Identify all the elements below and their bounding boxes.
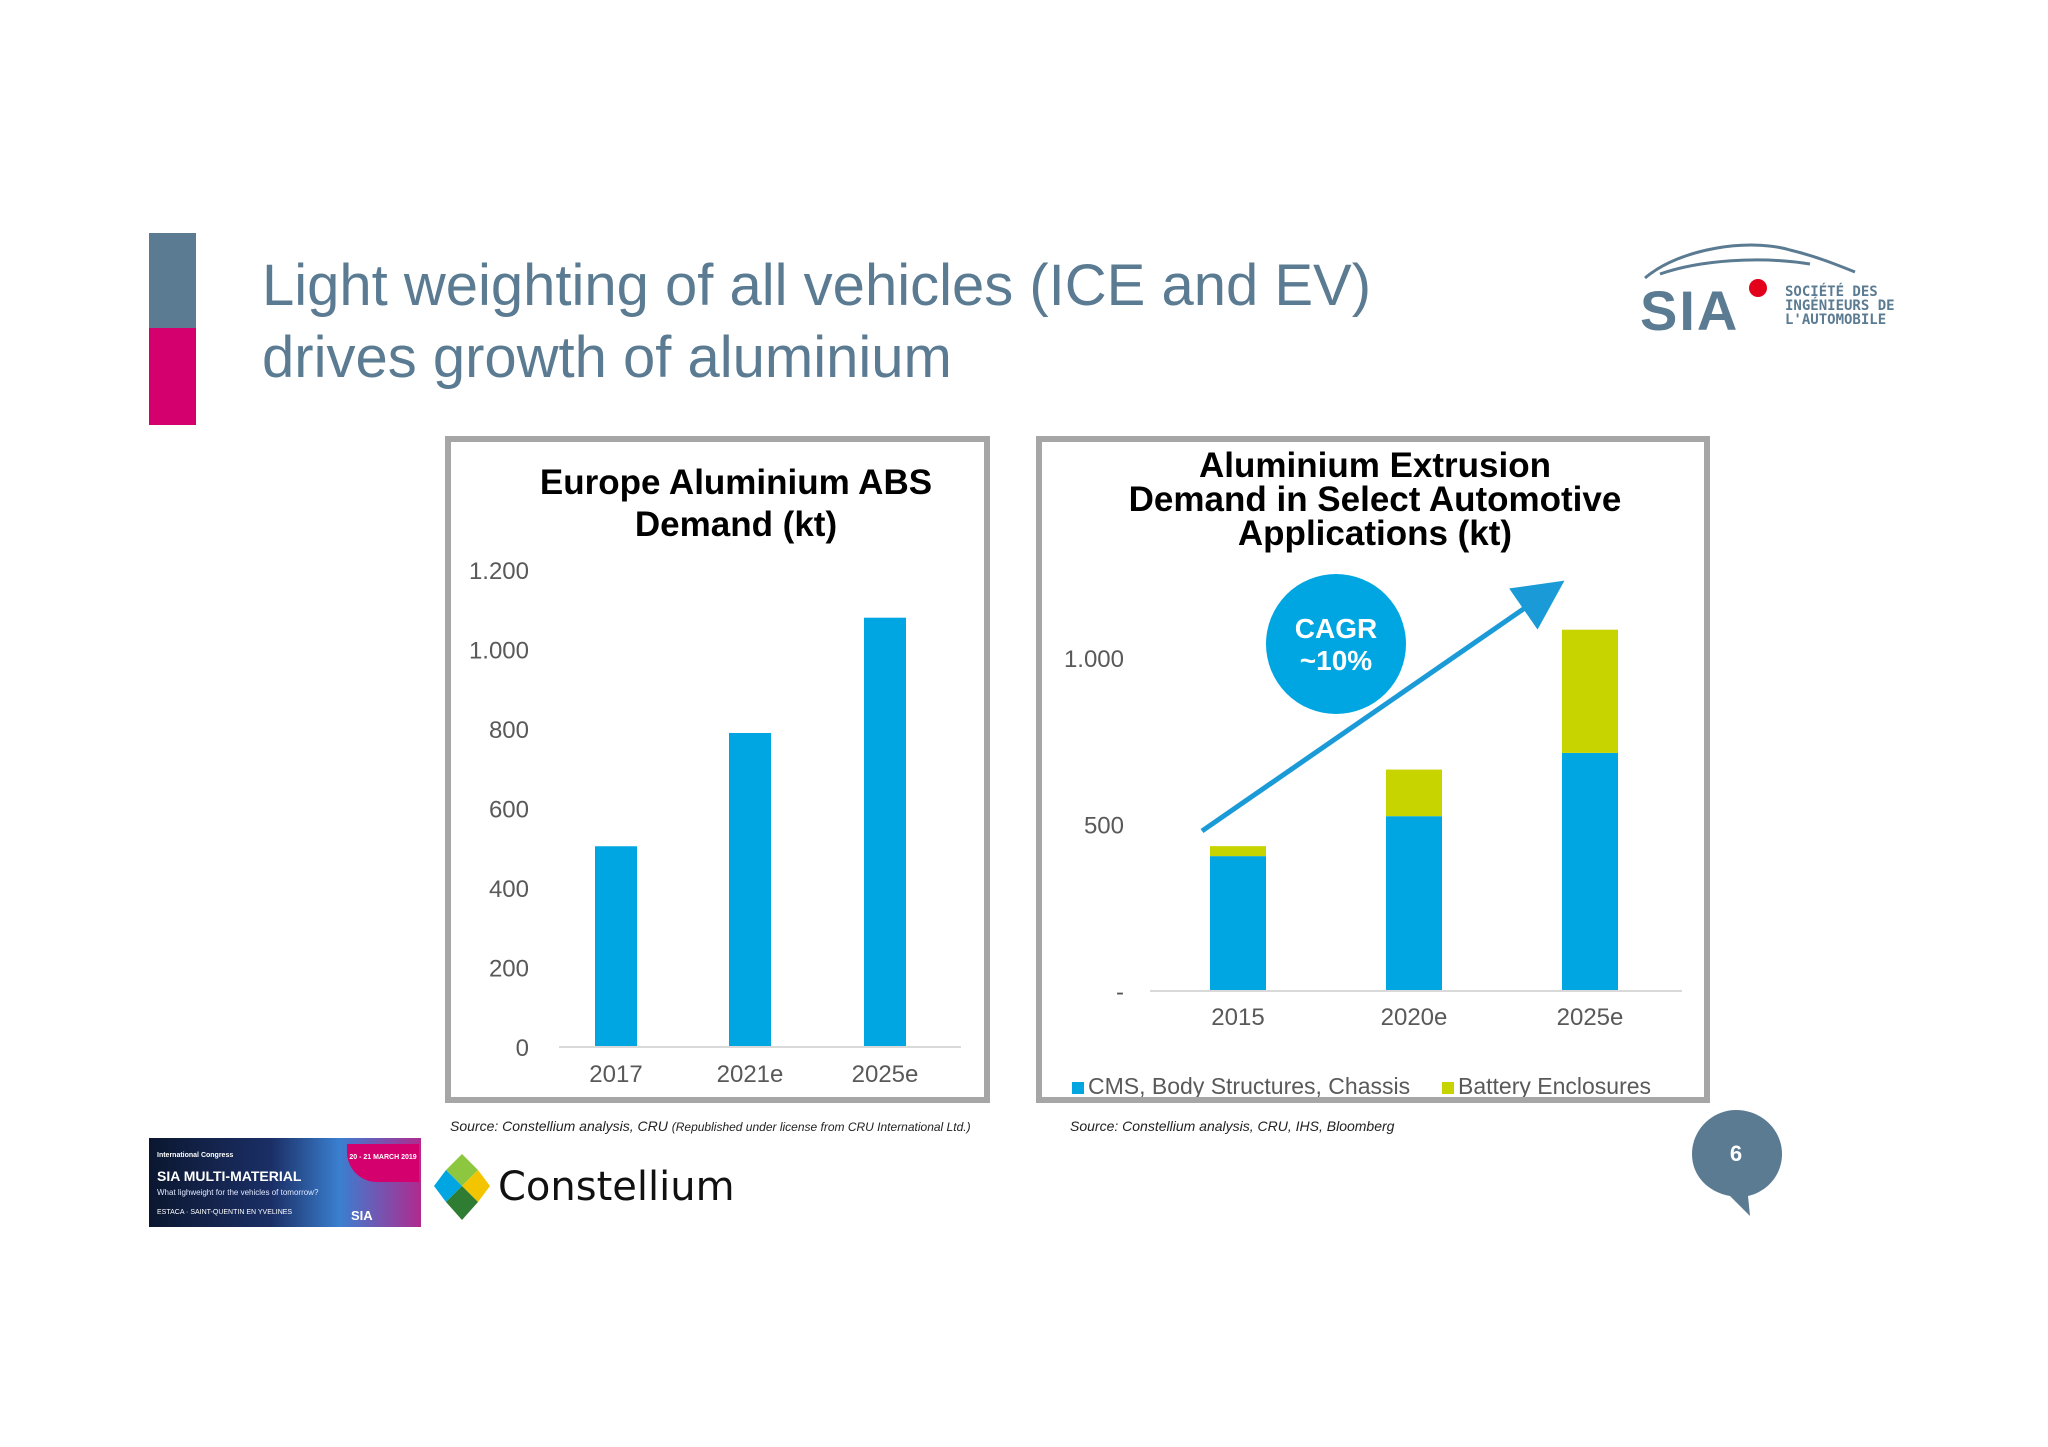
chart1-y-tick-label: 600 — [489, 797, 529, 824]
cagr-bubble — [1266, 574, 1406, 714]
chart1-svg: Europe Aluminium ABS Demand (kt) 0 200 400… — [469, 463, 961, 1088]
chart1-y-tick-label: 1.200 — [469, 558, 529, 585]
chart2-legend-swatch — [1442, 1082, 1454, 1094]
congress-sia: SIA — [351, 1208, 373, 1223]
sia-red-dot — [1749, 279, 1767, 297]
chart1-x-tick-label: 2021e — [717, 1061, 784, 1088]
sia-logo-line3: L'AUTOMOBILE — [1785, 312, 1886, 328]
chart1-y-tick-label: 0 — [516, 1035, 529, 1062]
page-number: 6 — [1729, 1141, 1743, 1166]
chart-extrusion-demand: Aluminium Extrusion Demand in Select Aut… — [1036, 436, 1710, 1103]
chart1-y-tick-label: 400 — [489, 876, 529, 903]
chart1-y-tick-label: 800 — [489, 717, 529, 744]
source-left-main: Source: Constellium analysis, CRU — [450, 1118, 668, 1134]
chart1-title-line2: Demand (kt) — [635, 505, 837, 544]
chart2-bar-segment — [1386, 769, 1442, 817]
chart2-title-line2: Demand in Select Automotive — [1129, 480, 1622, 519]
cagr-label-line2: ~10% — [1300, 645, 1372, 676]
chart2-legend-label: CMS, Body Structures, Chassis — [1088, 1073, 1410, 1097]
chart2-bar-segment — [1562, 629, 1618, 753]
page-number-badge: 6 — [1690, 1108, 1788, 1218]
chart2-x-tick-label: 2015 — [1211, 1004, 1264, 1031]
chart2-legend-label: Battery Enclosures — [1458, 1073, 1651, 1097]
chart2-y-tick-label: 500 — [1084, 813, 1124, 840]
sia-logo: SIA SOCIÉTÉ DES INGÉNIEURS DE L'AUTOMOBI… — [1640, 243, 1895, 338]
speech-bubble-icon — [1692, 1110, 1782, 1216]
source-left: Source: Constellium analysis, CRU (Repub… — [450, 1118, 971, 1134]
congress-subtitle: What lighweight for the vehicles of tomo… — [157, 1188, 319, 1197]
cagr-label-line1: CAGR — [1295, 613, 1377, 644]
chart2-svg: Aluminium Extrusion Demand in Select Aut… — [1064, 446, 1682, 1097]
slide-title-line2: drives growth of aluminium — [262, 325, 952, 390]
chart2-x-tick-label: 2025e — [1557, 1004, 1624, 1031]
congress-date: 20 - 21 MARCH 2019 — [347, 1144, 419, 1182]
chart2-title-line3: Applications (kt) — [1238, 514, 1512, 553]
chart1-bar — [864, 617, 906, 1047]
sia-logo-line2: INGÉNIEURS DE — [1785, 297, 1895, 314]
constellium-name: Constellium — [498, 1164, 735, 1210]
chart1-x-tick-label: 2025e — [852, 1061, 919, 1088]
slide-title: Light weighting of all vehicles (ICE and… — [262, 250, 1562, 394]
congress-venue: ESTACA · SAINT-QUENTIN EN YVELINES — [157, 1209, 293, 1216]
chart1-bar — [729, 732, 771, 1047]
chart1-title-line1: Europe Aluminium ABS — [540, 463, 932, 502]
source-right: Source: Constellium analysis, CRU, IHS, … — [1070, 1118, 1395, 1134]
chart2-title-line1: Aluminium Extrusion — [1199, 446, 1551, 485]
chart2-bar-segment — [1210, 846, 1266, 857]
chart1-y-tick-label: 200 — [489, 956, 529, 983]
chart2-y-tick-label: - — [1116, 979, 1124, 1006]
congress-small: International Congress — [157, 1152, 234, 1159]
car-silhouette-icon — [1644, 243, 1856, 280]
chart2-bar-segment — [1210, 856, 1266, 991]
chart2-legend-swatch — [1072, 1082, 1084, 1094]
constellium-mark-icon — [434, 1154, 490, 1220]
chart1-bar — [595, 846, 637, 1047]
chart2-bar-segment — [1386, 816, 1442, 991]
chart-europe-abs-demand: Europe Aluminium ABS Demand (kt) 0 200 400… — [445, 436, 990, 1103]
chart2-y-tick-label: 1.000 — [1064, 646, 1124, 673]
title-accent-slate — [149, 233, 196, 328]
slide-title-line1: Light weighting of all vehicles (ICE and… — [262, 253, 1372, 318]
source-left-note: (Republished under license from CRU Inte… — [671, 1120, 971, 1134]
chart1-x-tick-label: 2017 — [589, 1061, 642, 1088]
congress-banner: International Congress SIA MULTI-MATERIA… — [149, 1138, 421, 1227]
chart1-y-tick-label: 1.000 — [469, 638, 529, 665]
sia-logo-line1: SOCIÉTÉ DES — [1785, 283, 1878, 300]
congress-title: SIA MULTI-MATERIAL — [157, 1168, 302, 1184]
title-accent-magenta — [149, 328, 196, 425]
constellium-logo: Constellium — [434, 1154, 754, 1220]
cagr-trend-arrow — [1200, 580, 1565, 834]
sia-logo-initials: SIA — [1640, 279, 1739, 338]
chart2-bar-segment — [1562, 752, 1618, 991]
chart2-x-tick-label: 2020e — [1381, 1004, 1448, 1031]
